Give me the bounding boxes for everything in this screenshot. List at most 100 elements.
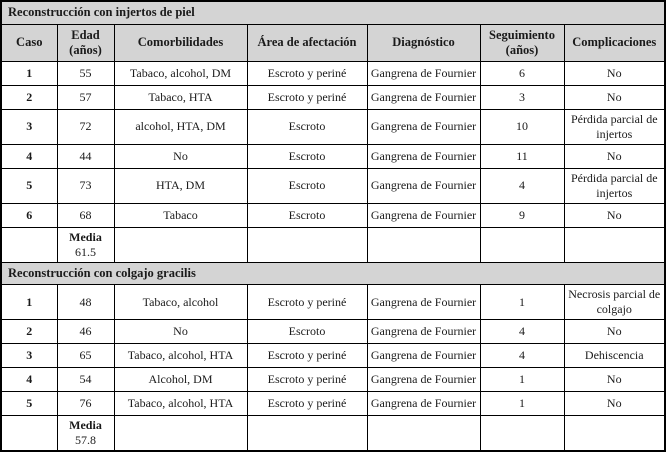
- cell-comorbilidades: HTA, DM: [113, 167, 248, 204]
- cell-edad: 72: [56, 108, 115, 145]
- col-header-caso: Caso: [0, 23, 58, 62]
- cell-diagnostico: Gangrena de Fournier: [366, 284, 481, 321]
- cell-area: Escroto y periné: [246, 367, 368, 393]
- cell-caso: 2: [0, 319, 58, 345]
- cell-caso: 3: [0, 108, 58, 145]
- cell-diagnostico: Gangrena de Fournier: [366, 60, 481, 86]
- cell-seguimiento: 4: [479, 319, 565, 345]
- media-row: Media 57.8: [0, 415, 666, 452]
- cell-area: Escroto y periné: [246, 84, 368, 110]
- cell-comorbilidades: Alcohol, DM: [113, 367, 248, 393]
- cell-complicaciones: [563, 226, 666, 263]
- cell-complicaciones: No: [563, 319, 666, 345]
- cell-comorbilidades: Tabaco, HTA: [113, 84, 248, 110]
- cell-seguimiento: 11: [479, 143, 565, 169]
- cell-caso: 3: [0, 343, 58, 369]
- cell-seguimiento: 10: [479, 108, 565, 145]
- cell-caso: 2: [0, 84, 58, 110]
- cell-area: Escroto: [246, 108, 368, 145]
- section-title: Reconstrucción con injertos de piel: [0, 0, 666, 25]
- table-row: 4 54 Alcohol, DM Escroto y periné Gangrena d…: [0, 367, 666, 393]
- media-label: Media: [69, 418, 102, 433]
- cell-diagnostico: [366, 226, 481, 263]
- cell-seguimiento: 1: [479, 391, 565, 417]
- cell-complicaciones: Necrosis parcial de colgajo: [563, 284, 666, 321]
- cell-complicaciones: No: [563, 143, 666, 169]
- cell-seguimiento: 4: [479, 167, 565, 204]
- cell-seguimiento: 6: [479, 60, 565, 86]
- cell-complicaciones: Pérdida parcial de injertos: [563, 108, 666, 145]
- cell-caso: 4: [0, 143, 58, 169]
- cell-comorbilidades: Tabaco, alcohol, HTA: [113, 391, 248, 417]
- cell-area: Escroto: [246, 167, 368, 204]
- cell-comorbilidades: Tabaco: [113, 202, 248, 228]
- media-row: Media 61.5: [0, 226, 666, 263]
- cell-caso: 1: [0, 284, 58, 321]
- cell-area: Escroto y periné: [246, 284, 368, 321]
- cell-edad: 44: [56, 143, 115, 169]
- cell-area: [246, 415, 368, 452]
- section-title: Reconstrucción con colgajo gracilis: [0, 261, 666, 286]
- table-row: 6 68 Tabaco Escroto Gangrena de Fournier 9 No: [0, 202, 666, 228]
- media-value: 57.8: [75, 433, 96, 448]
- cell-seguimiento: [479, 415, 565, 452]
- cell-diagnostico: Gangrena de Fournier: [366, 367, 481, 393]
- cell-caso: [0, 226, 58, 263]
- cell-comorbilidades: Tabaco, alcohol: [113, 284, 248, 321]
- table-row: 1 55 Tabaco, alcohol, DM Escroto y periné Ga…: [0, 60, 666, 86]
- col-header-area: Área de afectación: [246, 23, 368, 62]
- cell-caso: 5: [0, 391, 58, 417]
- col-header-diagnostico: Diagnóstico: [366, 23, 481, 62]
- cell-caso: 4: [0, 367, 58, 393]
- section-skin-grafts: Reconstrucción con injertos de piel Caso…: [0, 0, 666, 263]
- cell-diagnostico: Gangrena de Fournier: [366, 108, 481, 145]
- cell-diagnostico: Gangrena de Fournier: [366, 319, 481, 345]
- cell-complicaciones: No: [563, 367, 666, 393]
- cell-comorbilidades: Tabaco, alcohol, HTA: [113, 343, 248, 369]
- cell-area: Escroto y periné: [246, 391, 368, 417]
- cell-edad: 68: [56, 202, 115, 228]
- cell-complicaciones: No: [563, 84, 666, 110]
- table-row: 3 72 alcohol, HTA, DM Escroto Gangrena de Fo…: [0, 108, 666, 145]
- table-row: 5 76 Tabaco, alcohol, HTA Escroto y periné G…: [0, 391, 666, 417]
- col-header-complicaciones: Complicaciones: [563, 23, 666, 62]
- cell-comorbilidades: [113, 226, 248, 263]
- col-header-edad: Edad (años): [56, 23, 115, 62]
- cell-comorbilidades: No: [113, 143, 248, 169]
- cell-edad: 46: [56, 319, 115, 345]
- cell-seguimiento: [479, 226, 565, 263]
- cell-edad: 55: [56, 60, 115, 86]
- cell-complicaciones: No: [563, 391, 666, 417]
- cell-comorbilidades: Tabaco, alcohol, DM: [113, 60, 248, 86]
- cell-edad: 48: [56, 284, 115, 321]
- cell-area: Escroto y periné: [246, 343, 368, 369]
- section-gracilis-flap: Reconstrucción con colgajo gracilis 1 48 T…: [0, 261, 666, 452]
- cell-area: Escroto: [246, 319, 368, 345]
- cell-edad: 73: [56, 167, 115, 204]
- table-row: 2 57 Tabaco, HTA Escroto y periné Gangrena d…: [0, 84, 666, 110]
- cell-edad: Media 57.8: [56, 415, 115, 452]
- cell-area: Escroto: [246, 202, 368, 228]
- table-row: 4 44 No Escroto Gangrena de Fournier 11 No: [0, 143, 666, 169]
- cell-comorbilidades: No: [113, 319, 248, 345]
- cell-diagnostico: Gangrena de Fournier: [366, 84, 481, 110]
- cell-edad: 54: [56, 367, 115, 393]
- cell-comorbilidades: [113, 415, 248, 452]
- cell-seguimiento: 1: [479, 367, 565, 393]
- cell-complicaciones: No: [563, 202, 666, 228]
- table-row: 5 73 HTA, DM Escroto Gangrena de Fournier 4 Pé…: [0, 167, 666, 204]
- cell-seguimiento: 4: [479, 343, 565, 369]
- media-label: Media: [69, 229, 102, 244]
- cell-diagnostico: Gangrena de Fournier: [366, 202, 481, 228]
- media-value: 61.5: [75, 244, 96, 259]
- cell-edad: 57: [56, 84, 115, 110]
- cell-area: Escroto y periné: [246, 60, 368, 86]
- cell-diagnostico: Gangrena de Fournier: [366, 167, 481, 204]
- cell-diagnostico: [366, 415, 481, 452]
- table-row: 1 48 Tabaco, alcohol Escroto y periné Gangre…: [0, 284, 666, 321]
- cell-seguimiento: 3: [479, 84, 565, 110]
- cell-area: Escroto: [246, 143, 368, 169]
- cell-edad: 65: [56, 343, 115, 369]
- cell-seguimiento: 1: [479, 284, 565, 321]
